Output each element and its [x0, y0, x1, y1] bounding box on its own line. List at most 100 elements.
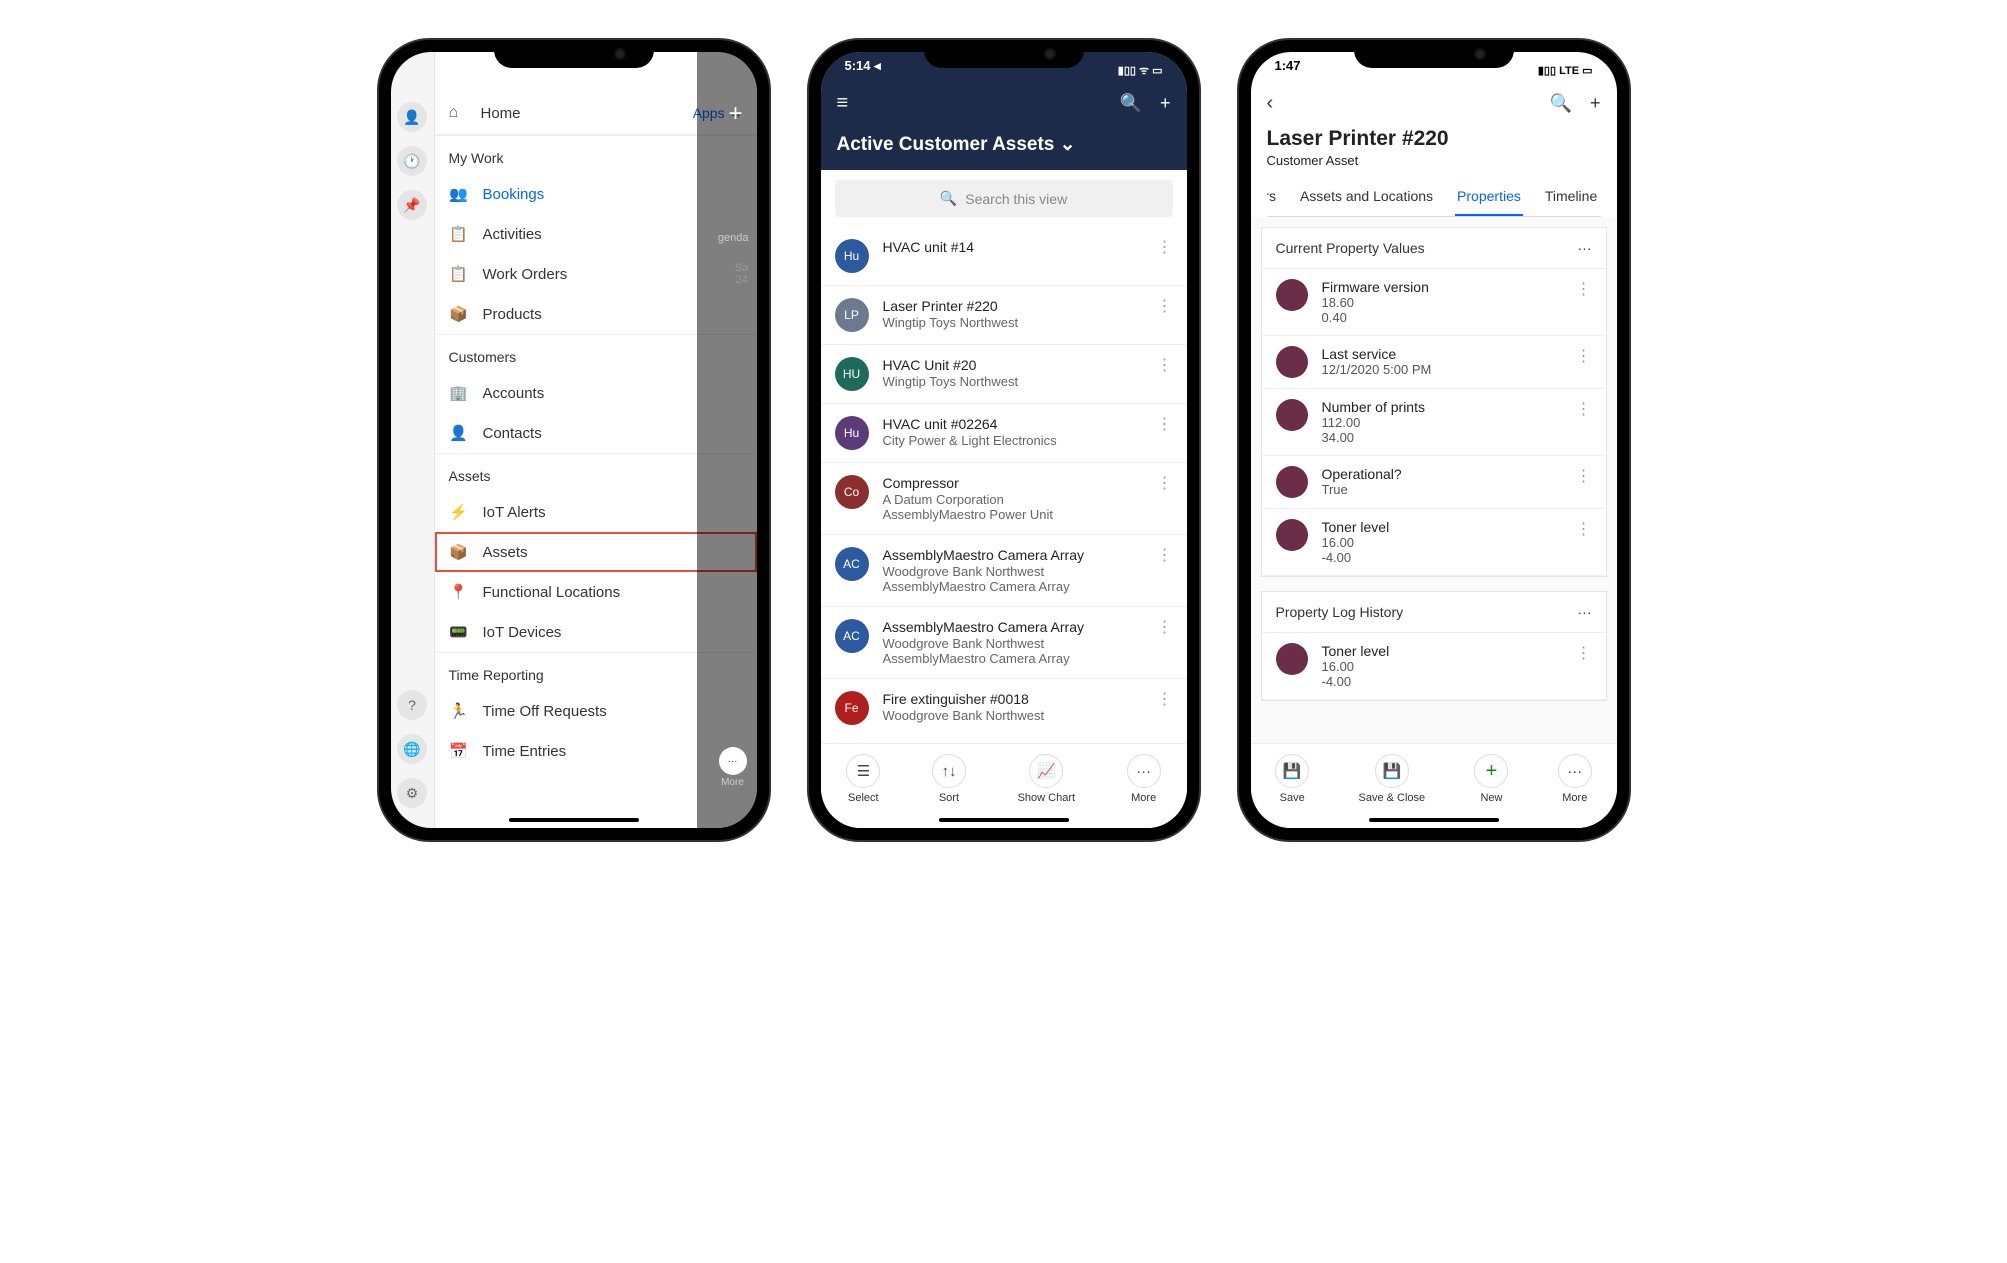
- property-menu-icon[interactable]: ⋮: [1576, 346, 1592, 366]
- asset-name: AssemblyMaestro Camera Array: [883, 619, 1173, 635]
- search-icon[interactable]: 🔍: [1120, 93, 1142, 114]
- view-title[interactable]: Active Customer Assets ⌄: [837, 133, 1171, 156]
- home-indicator: [939, 818, 1069, 822]
- property-row[interactable]: Toner level16.00-4.00⋮: [1262, 509, 1606, 576]
- toolbar-button[interactable]: ···More: [1558, 754, 1592, 804]
- property-row[interactable]: Last service12/1/2020 5:00 PM⋮: [1262, 336, 1606, 389]
- row-menu-icon[interactable]: ⋮: [1157, 689, 1173, 709]
- nav-item-label: IoT Alerts: [483, 504, 546, 521]
- asset-row[interactable]: ACAssemblyMaestro Camera ArrayWoodgrove …: [821, 607, 1187, 679]
- property-delta: 34.00: [1322, 430, 1592, 445]
- search-placeholder: Search this view: [965, 191, 1067, 207]
- asset-name: HVAC unit #02264: [883, 416, 1173, 432]
- help-icon[interactable]: ?: [397, 690, 427, 720]
- toolbar-button[interactable]: ··· More: [1127, 754, 1161, 804]
- property-menu-icon[interactable]: ⋮: [1576, 399, 1592, 419]
- row-menu-icon[interactable]: ⋮: [1157, 355, 1173, 375]
- bottom-toolbar: ☰Select ↑↓ Sort 📈Show Chart ··· More: [821, 743, 1187, 828]
- asset-row[interactable]: ACAssemblyMaestro Camera ArrayWoodgrove …: [821, 535, 1187, 607]
- toolbar-icon: ↑↓: [932, 754, 966, 788]
- card-header: Current Property Values···: [1262, 228, 1606, 269]
- plus-icon[interactable]: +: [1590, 93, 1601, 114]
- property-row[interactable]: Toner level16.00-4.00 ⋮: [1262, 633, 1606, 700]
- row-menu-icon[interactable]: ⋮: [1157, 414, 1173, 434]
- back-icon[interactable]: ‹: [1267, 92, 1274, 115]
- property-row[interactable]: Firmware version18.600.40⋮: [1262, 269, 1606, 336]
- pin-icon[interactable]: 📌: [397, 190, 427, 220]
- card-header: Property Log History···: [1262, 592, 1606, 633]
- asset-row[interactable]: FeFire extinguisher #0018Woodgrove Bank …: [821, 679, 1187, 727]
- row-menu-icon[interactable]: ⋮: [1157, 237, 1173, 257]
- toolbar-button[interactable]: 📈Show Chart: [1018, 754, 1075, 804]
- property-dot: [1276, 399, 1308, 431]
- toolbar-label: Select: [846, 792, 880, 804]
- card-menu-icon[interactable]: ···: [1578, 240, 1592, 256]
- globe-icon[interactable]: 🌐: [397, 734, 427, 764]
- properties-content: Current Property Values···Firmware versi…: [1251, 217, 1617, 743]
- row-menu-icon[interactable]: ⋮: [1157, 296, 1173, 316]
- toolbar-button[interactable]: 💾Save: [1275, 754, 1309, 804]
- nav-item-label: Assets: [483, 544, 528, 561]
- asset-name: HVAC unit #14: [883, 239, 1173, 255]
- tab[interactable]: Timeline: [1543, 178, 1599, 216]
- avatar: Co: [835, 475, 869, 509]
- notch: [924, 40, 1084, 68]
- toolbar-icon: 📈: [1029, 754, 1063, 788]
- profile-icon[interactable]: 👤: [397, 102, 427, 132]
- toolbar-icon: ···: [1127, 754, 1161, 788]
- hamburger-icon[interactable]: ≡: [837, 92, 849, 115]
- property-row[interactable]: Operational?True⋮: [1262, 456, 1606, 509]
- bg-more: ··· More: [719, 747, 747, 788]
- asset-list: HuHVAC unit #14⋮LPLaser Printer #220Wing…: [821, 227, 1187, 727]
- search-bar[interactable]: 🔍Search this view: [821, 170, 1187, 227]
- search-icon[interactable]: 🔍: [1550, 93, 1572, 114]
- avatar: AC: [835, 547, 869, 581]
- property-delta: -4.00: [1322, 550, 1592, 565]
- nav-item-label: Products: [483, 306, 542, 323]
- row-menu-icon[interactable]: ⋮: [1157, 473, 1173, 493]
- property-menu-icon[interactable]: ⋮: [1576, 279, 1592, 299]
- toolbar-button[interactable]: 💾Save & Close: [1358, 754, 1425, 804]
- toolbar-button[interactable]: ☰Select: [846, 754, 880, 804]
- property-name: Toner level: [1322, 519, 1592, 535]
- row-menu-icon[interactable]: ⋮: [1157, 545, 1173, 565]
- property-dot: [1276, 279, 1308, 311]
- asset-line3: AssemblyMaestro Power Unit: [883, 507, 1173, 522]
- plus-icon[interactable]: +: [1160, 93, 1171, 114]
- asset-line2: Woodgrove Bank Northwest: [883, 564, 1173, 579]
- tab[interactable]: Properties: [1455, 178, 1523, 216]
- property-name: Toner level: [1322, 643, 1592, 659]
- toolbar-label: Save: [1275, 792, 1309, 804]
- avatar: Fe: [835, 691, 869, 725]
- notch: [494, 40, 654, 68]
- nav-item-icon: 📅: [449, 742, 469, 760]
- asset-row[interactable]: HUHVAC Unit #20Wingtip Toys Northwest⋮: [821, 345, 1187, 404]
- gear-icon[interactable]: ⚙: [397, 778, 427, 808]
- card-menu-icon[interactable]: ···: [1578, 604, 1592, 620]
- tab[interactable]: ers: [1267, 178, 1278, 216]
- property-menu-icon[interactable]: ⋮: [1576, 466, 1592, 486]
- toolbar-button[interactable]: ↑↓ Sort: [932, 754, 966, 804]
- property-dot: [1276, 643, 1308, 675]
- toolbar-label: More: [1127, 792, 1161, 804]
- row-menu-icon[interactable]: ⋮: [1157, 617, 1173, 637]
- property-delta: -4.00: [1322, 674, 1592, 689]
- clock-icon[interactable]: 🕐: [397, 146, 427, 176]
- property-menu-icon[interactable]: ⋮: [1576, 519, 1592, 539]
- toolbar-button[interactable]: +New: [1474, 754, 1508, 804]
- asset-row[interactable]: HuHVAC unit #02264City Power & Light Ele…: [821, 404, 1187, 463]
- avatar: Hu: [835, 416, 869, 450]
- nav-item-icon: 📍: [449, 583, 469, 601]
- asset-row[interactable]: HuHVAC unit #14⋮: [821, 227, 1187, 286]
- asset-row[interactable]: LPLaser Printer #220Wingtip Toys Northwe…: [821, 286, 1187, 345]
- property-row[interactable]: Number of prints112.0034.00⋮: [1262, 389, 1606, 456]
- toolbar-label: Sort: [932, 792, 966, 804]
- asset-row[interactable]: CoCompressorA Datum CorporationAssemblyM…: [821, 463, 1187, 535]
- property-menu-icon[interactable]: ⋮: [1576, 643, 1592, 663]
- toolbar-icon: +: [1474, 754, 1508, 788]
- tab[interactable]: Assets and Locations: [1298, 178, 1435, 216]
- property-dot: [1276, 346, 1308, 378]
- property-value: 16.00: [1322, 659, 1592, 674]
- phone-2: 5:14 ◂ ▮▯▯ ᯤ ▭ ≡ 🔍 + Active Customer Ass…: [809, 40, 1199, 840]
- nav-item-icon: 📦: [449, 305, 469, 323]
